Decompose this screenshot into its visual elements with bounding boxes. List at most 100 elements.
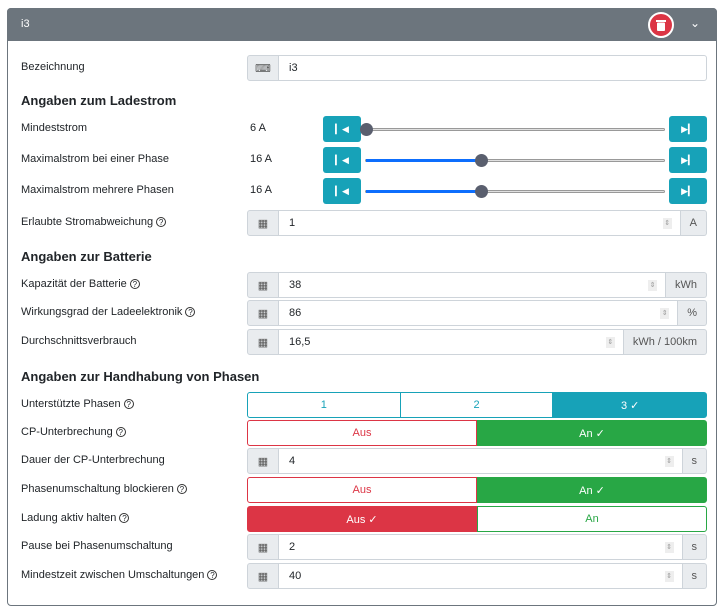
delete-button[interactable] xyxy=(648,12,674,38)
card-header[interactable]: i3 ⌄ xyxy=(7,8,717,41)
slider-value: 6 A xyxy=(250,122,266,134)
help-icon[interactable]: ? xyxy=(156,217,167,228)
slider-handle[interactable] xyxy=(360,123,373,136)
row-blockieren: Phasenumschaltung blockieren? Aus An ✓ xyxy=(21,477,707,503)
phase-option-3[interactable]: 3 ✓ xyxy=(553,392,708,418)
aktiv-on-button[interactable]: An xyxy=(477,506,707,532)
calculator-icon: ▦ xyxy=(247,300,279,326)
label: Ladung aktiv halten? xyxy=(21,512,130,524)
increase-button[interactable]: ▶▎ xyxy=(669,116,707,142)
section-heading: Angaben zur Handhabung von Phasen xyxy=(21,369,260,384)
phase-option-2[interactable]: 2 xyxy=(400,392,554,418)
card-title: i3 xyxy=(21,18,30,30)
cp_dauer-input[interactable]: 4 ⇕ xyxy=(279,448,683,474)
spinner-icon[interactable]: ⇕ xyxy=(648,280,657,291)
unit: kWh xyxy=(666,272,707,298)
phase-option-1[interactable]: 1 xyxy=(247,392,401,418)
bezeichnung-input[interactable]: i3 xyxy=(279,55,707,81)
kapazitaet-input[interactable]: 38 ⇕ xyxy=(279,272,666,298)
label: Erlaubte Stromabweichung? xyxy=(21,216,167,228)
step-forward-icon: ▶▎ xyxy=(681,154,695,165)
spinner-icon[interactable]: ⇕ xyxy=(660,308,670,319)
label: Phasenumschaltung blockieren? xyxy=(21,483,187,495)
trash-icon xyxy=(656,20,666,31)
slider-handle[interactable] xyxy=(474,154,488,167)
label: Durchschnittsverbrauch xyxy=(21,335,137,347)
row-aktiv: Ladung aktiv halten? Aus ✓ An xyxy=(21,506,707,532)
label: Dauer der CP-Unterbrechung xyxy=(21,454,165,466)
wirkungsgrad-input[interactable]: 86 ⇕ xyxy=(279,300,679,326)
slider-fill xyxy=(366,190,481,193)
spinner-icon[interactable]: ⇕ xyxy=(662,218,672,229)
chevron-down-icon[interactable]: ⌄ xyxy=(690,16,701,30)
blockieren-on-button[interactable]: An ✓ xyxy=(477,477,707,503)
row-cp_dauer: Dauer der CP-Unterbrechung ▦ 4 ⇕ s xyxy=(21,448,707,474)
mindestzeit-input[interactable]: 40 ⇕ xyxy=(279,563,683,589)
row-slider: Maximalstrom mehrere Phasen 16 A ▎◀ ▶▎ xyxy=(21,178,707,204)
slider[interactable] xyxy=(365,185,665,198)
row-wirkungsgrad: Wirkungsgrad der Ladeelektronik? ▦ 86 ⇕% xyxy=(21,300,707,326)
step-forward-icon: ▶▎ xyxy=(681,185,695,196)
blockieren-off-button[interactable]: Aus xyxy=(247,477,477,503)
label: Wirkungsgrad der Ladeelektronik? xyxy=(21,306,196,318)
row-verbrauch: Durchschnittsverbrauch ▦ 16,5 ⇕ kWh / 100km xyxy=(21,329,707,355)
unit: s xyxy=(682,563,707,589)
step-forward-icon: ▶▎ xyxy=(681,123,695,134)
label: Maximalstrom bei einer Phase xyxy=(21,153,169,165)
row-slider: Maximalstrom bei einer Phase 16 A ▎◀ ▶▎ xyxy=(21,147,707,173)
aktiv-off-button[interactable]: Aus ✓ xyxy=(247,506,477,532)
pause-input[interactable]: 2 ⇕ xyxy=(279,534,683,560)
increase-button[interactable]: ▶▎ xyxy=(669,178,707,204)
slider-fill xyxy=(366,159,481,162)
row-kapazitaet: Kapazität der Batterie? ▦ 38 ⇕ kWh xyxy=(21,272,707,298)
spinner-icon[interactable]: ⇕ xyxy=(605,337,615,348)
unit: % xyxy=(678,300,707,326)
label: Kapazität der Batterie? xyxy=(21,278,140,290)
slider[interactable] xyxy=(365,154,665,167)
section-heading: Angaben zum Ladestrom xyxy=(21,93,177,108)
decrease-button[interactable]: ▎◀ xyxy=(323,178,361,204)
help-icon[interactable]: ? xyxy=(185,307,196,318)
calculator-icon: ▦ xyxy=(247,448,279,474)
label: Mindeststrom xyxy=(21,122,88,134)
calculator-icon: ▦ xyxy=(247,534,279,560)
slider-value: 16 A xyxy=(250,153,273,165)
help-icon[interactable]: ? xyxy=(119,513,130,524)
spinner-icon[interactable]: ⇕ xyxy=(664,571,674,582)
spinner-icon[interactable]: ⇕ xyxy=(664,542,674,553)
calculator-icon: ▦ xyxy=(247,329,279,355)
increase-button[interactable]: ▶▎ xyxy=(669,147,707,173)
row-cp: CP-Unterbrechung? Aus An ✓ xyxy=(21,420,707,446)
row-mindestzeit: Mindestzeit zwischen Umschaltungen? ▦ 40 ⇕… xyxy=(21,563,707,589)
slider[interactable] xyxy=(360,123,665,136)
section-heading: Angaben zur Batterie xyxy=(21,249,152,264)
cp-off-button[interactable]: Aus xyxy=(247,420,477,446)
help-icon[interactable]: ? xyxy=(123,399,134,410)
help-icon[interactable]: ? xyxy=(176,484,187,495)
decrease-button[interactable]: ▎◀ xyxy=(323,147,361,173)
slider-value: 16 A xyxy=(250,184,273,196)
cp-on-button[interactable]: An ✓ xyxy=(477,420,707,446)
keyboard-icon: ⌨ xyxy=(247,55,279,81)
row-slider: Mindeststrom 6 A ▎◀ ▶▎ xyxy=(21,116,707,142)
label: Unterstützte Phasen? xyxy=(21,398,134,410)
step-backward-icon: ▎◀ xyxy=(335,154,349,165)
row-bezeichnung: Bezeichnung ⌨ i3 xyxy=(21,55,707,81)
unit: s xyxy=(682,534,707,560)
help-icon[interactable]: ? xyxy=(207,570,218,581)
label: CP-Unterbrechung? xyxy=(21,426,126,438)
verbrauch-input[interactable]: 16,5 ⇕ xyxy=(279,329,624,355)
label: Bezeichnung xyxy=(21,61,85,73)
label: Pause bei Phasenumschaltung xyxy=(21,540,173,552)
step-backward-icon: ▎◀ xyxy=(335,123,349,134)
calculator-icon: ▦ xyxy=(247,210,279,236)
unit: A xyxy=(680,210,707,236)
help-icon[interactable]: ? xyxy=(129,279,140,290)
abweichung-input[interactable]: 1 ⇕ xyxy=(279,210,681,236)
help-icon[interactable]: ? xyxy=(115,427,126,438)
row-abweichung: Erlaubte Stromabweichung? ▦ 1 ⇕ A xyxy=(21,210,707,236)
slider-handle[interactable] xyxy=(474,185,488,198)
spinner-icon[interactable]: ⇕ xyxy=(664,456,674,467)
decrease-button[interactable]: ▎◀ xyxy=(323,116,361,142)
row-pause: Pause bei Phasenumschaltung ▦ 2 ⇕ s xyxy=(21,534,707,560)
